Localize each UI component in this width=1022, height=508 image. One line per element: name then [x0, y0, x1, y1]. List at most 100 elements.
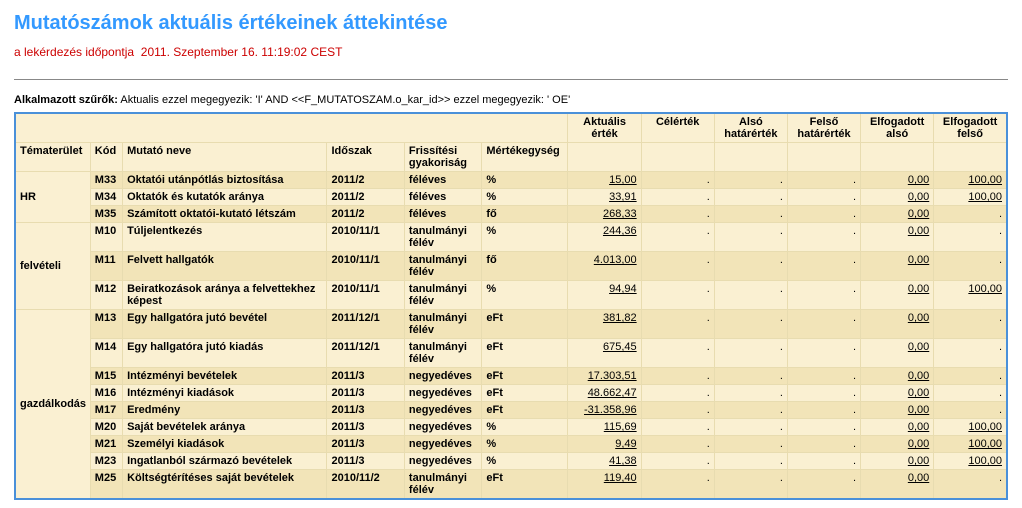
table-row: M12Beiratkozások aránya a felvettekhez k…: [15, 281, 1007, 310]
kod-cell: M12: [90, 281, 122, 310]
kod-cell: M21: [90, 436, 122, 453]
idoszak-cell: 2011/3: [327, 419, 404, 436]
col-mertek[interactable]: Mértékegység: [482, 143, 568, 172]
kod-cell: M34: [90, 189, 122, 206]
value-link[interactable]: 0,00: [908, 208, 929, 220]
value-cell: .: [787, 172, 860, 189]
value-cell: .: [787, 436, 860, 453]
value-cell: .: [934, 470, 1007, 500]
value-link[interactable]: 100,00: [968, 191, 1002, 203]
value-link[interactable]: 9,49: [615, 438, 636, 450]
value-link[interactable]: 17.303,51: [588, 370, 637, 382]
value-cell: 0,00: [861, 368, 934, 385]
value-link[interactable]: 119,40: [604, 472, 637, 484]
value-cell: 100,00: [934, 453, 1007, 470]
value-link[interactable]: -31.358,96: [584, 404, 637, 416]
value-link[interactable]: 0,00: [908, 191, 929, 203]
nev-cell: Eredmény: [123, 402, 327, 419]
value-cell: .: [787, 281, 860, 310]
value-link[interactable]: 41,38: [609, 455, 637, 467]
value-cell: 0,00: [861, 172, 934, 189]
kod-cell: M20: [90, 419, 122, 436]
value-link[interactable]: 0,00: [908, 225, 929, 237]
value-cell: 115,69: [568, 419, 641, 436]
value-link[interactable]: 0,00: [908, 438, 929, 450]
value-link[interactable]: 100,00: [968, 455, 1002, 467]
value-cell: .: [934, 252, 1007, 281]
value-cell: .: [714, 252, 787, 281]
value-link[interactable]: 100,00: [968, 283, 1002, 295]
frq-cell: negyedéves: [404, 453, 481, 470]
value-link[interactable]: 0,00: [908, 254, 929, 266]
col-felso[interactable]: Felső határérték: [787, 113, 860, 143]
idoszak-cell: 2010/11/1: [327, 252, 404, 281]
col-nev[interactable]: Mutató neve: [123, 143, 327, 172]
col-kod[interactable]: Kód: [90, 143, 122, 172]
value-link[interactable]: 0,00: [908, 404, 929, 416]
value-cell: 381,82: [568, 310, 641, 339]
value-link[interactable]: 675,45: [603, 341, 637, 353]
col-aktualis[interactable]: Aktuális érték: [568, 113, 641, 143]
col-tema[interactable]: Tématerület: [15, 143, 90, 172]
value-cell: .: [714, 339, 787, 368]
value-cell: .: [641, 385, 714, 402]
value-cell: 15,00: [568, 172, 641, 189]
table-row: M20Saját bevételek aránya2011/3negyedéve…: [15, 419, 1007, 436]
value-link[interactable]: 381,82: [603, 312, 637, 324]
value-link[interactable]: 4.013,00: [594, 254, 637, 266]
value-link[interactable]: 0,00: [908, 455, 929, 467]
value-cell: 33,91: [568, 189, 641, 206]
value-link[interactable]: 0,00: [908, 387, 929, 399]
col-cel[interactable]: Célérték: [641, 113, 714, 143]
value-cell: 0,00: [861, 339, 934, 368]
value-link[interactable]: 48.662,47: [588, 387, 637, 399]
value-cell: 0,00: [861, 223, 934, 252]
col-also[interactable]: Alsó határérték: [714, 113, 787, 143]
frq-cell: negyedéves: [404, 436, 481, 453]
value-link[interactable]: 0,00: [908, 312, 929, 324]
value-link[interactable]: 0,00: [908, 341, 929, 353]
idoszak-cell: 2011/12/1: [327, 310, 404, 339]
col-idoszak[interactable]: Időszak: [327, 143, 404, 172]
value-link[interactable]: 268,33: [603, 208, 637, 220]
kod-cell: M13: [90, 310, 122, 339]
frq-cell: féléves: [404, 189, 481, 206]
kod-cell: M25: [90, 470, 122, 500]
value-cell: .: [934, 368, 1007, 385]
value-link[interactable]: 0,00: [908, 283, 929, 295]
value-link[interactable]: 115,69: [604, 421, 637, 433]
value-cell: .: [641, 223, 714, 252]
value-link[interactable]: 100,00: [968, 174, 1002, 186]
value-cell: .: [787, 339, 860, 368]
me-cell: %: [482, 436, 568, 453]
value-cell: 0,00: [861, 252, 934, 281]
value-link[interactable]: 244,36: [603, 225, 637, 237]
value-link[interactable]: 0,00: [908, 421, 929, 433]
value-cell: .: [714, 189, 787, 206]
value-cell: 244,36: [568, 223, 641, 252]
value-link[interactable]: 0,00: [908, 370, 929, 382]
value-cell: .: [714, 453, 787, 470]
value-link[interactable]: 0,00: [908, 472, 929, 484]
col-frissites[interactable]: Frissítési gyakoriság: [404, 143, 481, 172]
value-link[interactable]: 0,00: [908, 174, 929, 186]
col-elf-felso[interactable]: Elfogadott felső: [934, 113, 1007, 143]
nev-cell: Oktatók és kutatók aránya: [123, 189, 327, 206]
value-cell: .: [641, 419, 714, 436]
value-link[interactable]: 94,94: [609, 283, 637, 295]
value-link[interactable]: 33,91: [609, 191, 637, 203]
value-link[interactable]: 100,00: [968, 421, 1002, 433]
value-cell: .: [641, 189, 714, 206]
value-cell: .: [787, 252, 860, 281]
col-elf-also[interactable]: Elfogadott alsó: [861, 113, 934, 143]
me-cell: %: [482, 453, 568, 470]
value-cell: .: [714, 436, 787, 453]
idoszak-cell: 2011/3: [327, 402, 404, 419]
value-link[interactable]: 100,00: [968, 438, 1002, 450]
value-cell: .: [641, 310, 714, 339]
table-row: M34Oktatók és kutatók aránya2011/2féléve…: [15, 189, 1007, 206]
value-cell: .: [787, 419, 860, 436]
value-cell: .: [787, 189, 860, 206]
table-row: HRM33Oktatói utánpótlás biztosítása2011/…: [15, 172, 1007, 189]
value-link[interactable]: 15,00: [609, 174, 637, 186]
